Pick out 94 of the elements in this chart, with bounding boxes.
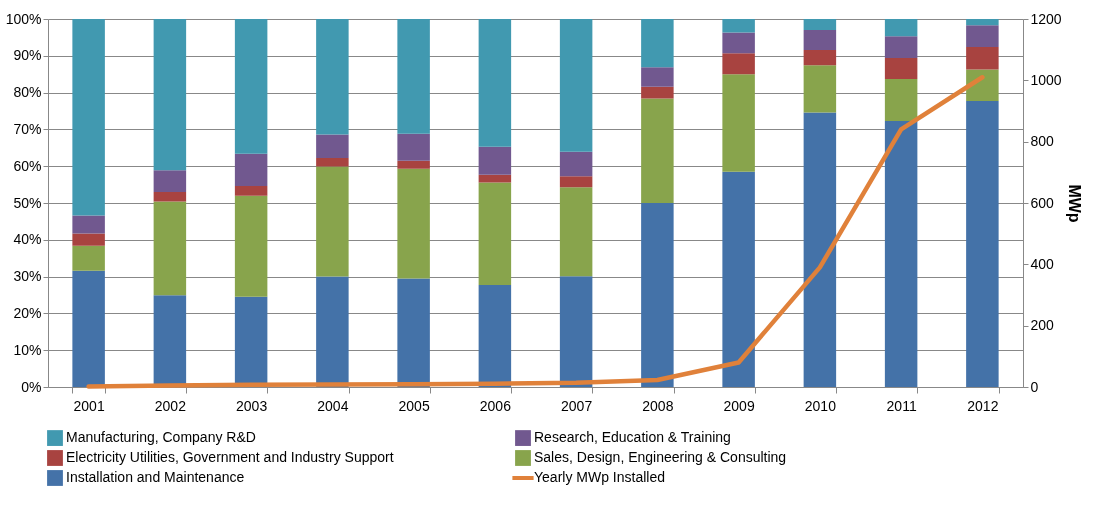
bar [966, 19, 999, 26]
bar [884, 19, 918, 37]
bar [966, 46, 999, 70]
y2-tick-label: 600 [1030, 194, 1055, 211]
y-tick-label: 90% [13, 47, 42, 64]
y-tick-label: 20% [13, 304, 42, 321]
bar [722, 53, 755, 75]
bar [559, 151, 593, 177]
bar [153, 170, 187, 192]
bar [153, 19, 187, 171]
bar [559, 19, 593, 152]
bar [397, 133, 430, 161]
bar [316, 166, 349, 277]
bar [397, 168, 430, 279]
x-tick-label: 2011 [886, 397, 917, 414]
bar [722, 19, 755, 33]
y-tick-label: 30% [13, 268, 42, 285]
x-tick-label: 2005 [398, 397, 430, 414]
x-tick-label: 2001 [73, 397, 105, 414]
bar [884, 36, 918, 59]
bar [234, 19, 268, 154]
legend-label: Electricity Utilities, Government and Industry Support [66, 449, 394, 465]
bar [641, 86, 674, 99]
bar [234, 195, 268, 297]
bar [803, 19, 837, 31]
x-tick-label: 2006 [479, 397, 512, 414]
bar [478, 146, 512, 175]
y-tick-label: 100% [5, 10, 42, 27]
x-tick-label: 2003 [236, 397, 268, 414]
legend-label: Yearly MWp Installed [534, 469, 665, 485]
y2-tick-label: 800 [1030, 133, 1055, 150]
bar [722, 171, 755, 387]
bar [966, 101, 999, 387]
legend-label: Installation and Maintenance [66, 469, 245, 485]
bar [722, 74, 755, 172]
x-tick-label: 2009 [723, 397, 755, 414]
bar [559, 187, 593, 277]
bar [397, 278, 430, 387]
x-tick-label: 2002 [154, 397, 187, 414]
y2-tick-label: 0 [1030, 378, 1039, 395]
legend-label: Research, Education & Training [534, 429, 731, 446]
bar [478, 285, 512, 387]
bar [884, 120, 918, 387]
bar [72, 245, 105, 271]
bar [884, 58, 918, 79]
y2-tick-label: 1200 [1030, 10, 1062, 27]
bar [803, 112, 837, 387]
bar [72, 270, 105, 387]
x-tick-label: 2004 [317, 397, 349, 414]
bar [641, 98, 674, 203]
bar [153, 201, 187, 296]
bar [316, 19, 349, 135]
bar [966, 69, 999, 102]
y-tick-label: 60% [13, 157, 42, 174]
bar [641, 19, 674, 68]
y-tick-label: 10% [13, 341, 42, 358]
bar [803, 30, 837, 50]
bar [803, 65, 837, 113]
y2-tick-label: 200 [1030, 317, 1055, 334]
bar [641, 67, 674, 87]
bar [397, 160, 430, 169]
y2-axis-title: MWp [1065, 184, 1083, 223]
x-tick-label: 2008 [642, 397, 674, 414]
y-tick-label: 50% [13, 194, 42, 211]
bar [316, 134, 349, 159]
bar [72, 215, 105, 234]
bar [397, 19, 430, 134]
bar [559, 176, 593, 188]
bar [966, 25, 999, 47]
legend-label: Manufacturing, Company R&D [66, 429, 256, 446]
y2-tick-label: 400 [1030, 255, 1055, 272]
bar [803, 49, 837, 66]
bar [234, 186, 268, 196]
bar [316, 158, 349, 167]
bar [478, 19, 512, 147]
bar [884, 78, 918, 121]
y-tick-label: 80% [13, 84, 42, 101]
y-tick-label: 70% [13, 120, 42, 137]
x-tick-label: 2007 [561, 397, 593, 414]
y2-tick-label: 1000 [1030, 71, 1062, 88]
bar [153, 191, 187, 202]
x-tick-label: 2012 [967, 397, 999, 414]
bar [478, 182, 512, 286]
legend-label: Sales, Design, Engineering & Consulting [534, 449, 787, 465]
bar [72, 233, 105, 246]
x-tick-label: 2010 [804, 397, 837, 414]
line-series [86, 75, 985, 389]
y-tick-label: 40% [13, 231, 42, 248]
bar [234, 153, 268, 187]
bar [641, 203, 674, 387]
bar [559, 276, 593, 387]
bar [72, 19, 105, 216]
bar [722, 32, 755, 54]
y-tick-label: 0% [21, 378, 42, 395]
